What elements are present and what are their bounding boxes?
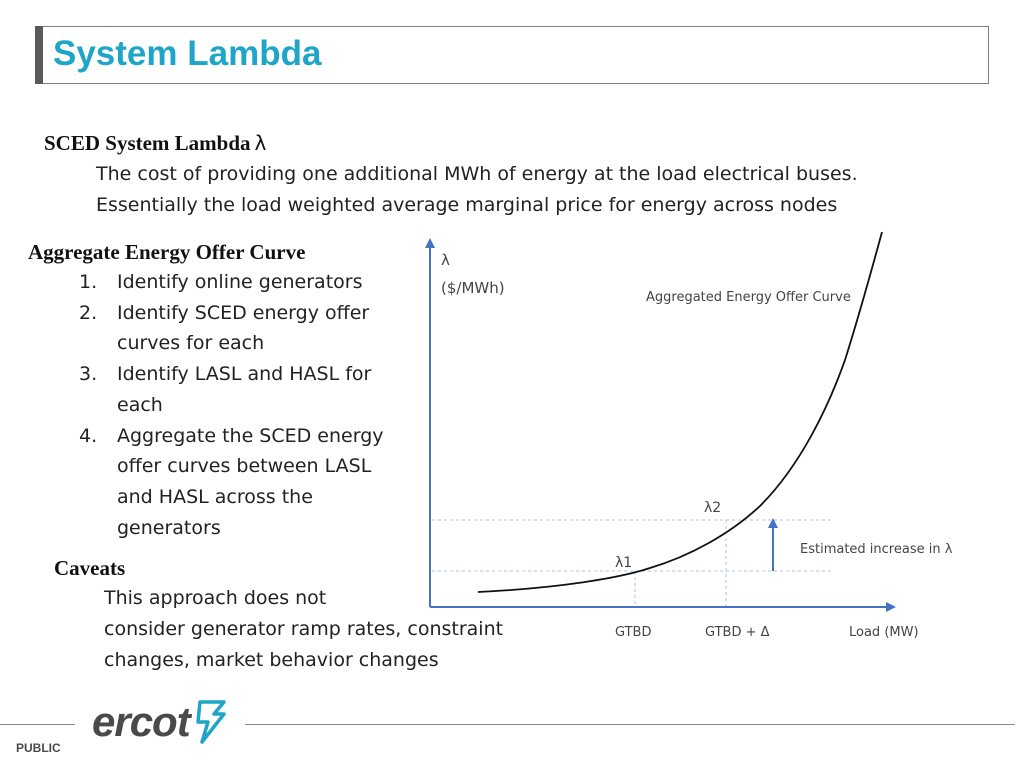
sced-line-2: Essentially the load weighted average ma… bbox=[96, 194, 838, 216]
caveats-line-2: consider generator ramp rates, constrain… bbox=[104, 618, 504, 640]
lambda1-label: λ1 bbox=[615, 555, 632, 571]
y-axis-label-unit: ($/MWh) bbox=[441, 279, 505, 297]
lambda-symbol: λ bbox=[254, 131, 267, 155]
increase-label: Estimated increase in λ bbox=[800, 542, 953, 557]
y-axis-label-symbol: λ bbox=[441, 251, 450, 269]
footer-divider-left bbox=[0, 724, 75, 725]
logo-wordmark: ercot bbox=[92, 698, 191, 745]
lambda2-label: λ2 bbox=[704, 500, 721, 516]
sced-line-1: The cost of providing one additional MWh… bbox=[96, 163, 858, 185]
list-item: 1. Identify online generators bbox=[79, 267, 399, 298]
increase-arrow-head bbox=[768, 518, 778, 528]
curve-title-label: Aggregated Energy Offer Curve bbox=[646, 290, 851, 305]
aggregate-heading: Aggregate Energy Offer Curve bbox=[28, 240, 306, 264]
public-label: PUBLIC bbox=[16, 741, 61, 755]
caveats-line-1: This approach does not bbox=[104, 587, 327, 609]
aggregate-steps-list: 1. Identify online generators 2. Identif… bbox=[79, 267, 399, 543]
list-item: 4. Aggregate the SCED energy offer curve… bbox=[79, 421, 399, 544]
step-text: Identify LASL and HASL for each bbox=[117, 363, 372, 416]
step-text: Aggregate the SCED energy offer curves b… bbox=[117, 424, 384, 539]
x-tick-gtbd-delta: GTBD + Δ bbox=[705, 625, 770, 640]
x-axis-arrowhead bbox=[886, 602, 896, 612]
list-item: 2. Identify SCED energy offer curves for… bbox=[79, 298, 399, 359]
step-number: 2. bbox=[79, 301, 98, 324]
step-text: Identify SCED energy offer curves for ea… bbox=[117, 301, 370, 355]
caveats-line-3: changes, market behavior changes bbox=[104, 649, 439, 671]
caveats-heading: Caveats bbox=[54, 556, 126, 580]
ercot-logo: ercot bbox=[92, 700, 228, 744]
page-title: System Lambda bbox=[53, 34, 322, 73]
x-axis-label: Load (MW) bbox=[849, 625, 919, 640]
offer-curve-line bbox=[477, 231, 883, 593]
sced-heading: SCED System Lambda λ bbox=[44, 131, 266, 156]
step-number: 3. bbox=[79, 363, 98, 386]
footer-divider-right bbox=[245, 724, 1015, 725]
lightning-icon bbox=[195, 700, 226, 744]
list-item: 3. Identify LASL and HASL for each bbox=[79, 359, 399, 420]
step-text: Identify online generators bbox=[117, 271, 363, 293]
title-accent-bar bbox=[35, 26, 43, 84]
reference-lines bbox=[432, 519, 833, 607]
step-number: 4. bbox=[79, 424, 98, 447]
sced-heading-text: SCED System Lambda bbox=[44, 131, 251, 155]
step-number: 1. bbox=[79, 271, 98, 293]
y-axis-arrowhead bbox=[425, 238, 435, 248]
x-tick-gtbd: GTBD bbox=[615, 625, 651, 640]
